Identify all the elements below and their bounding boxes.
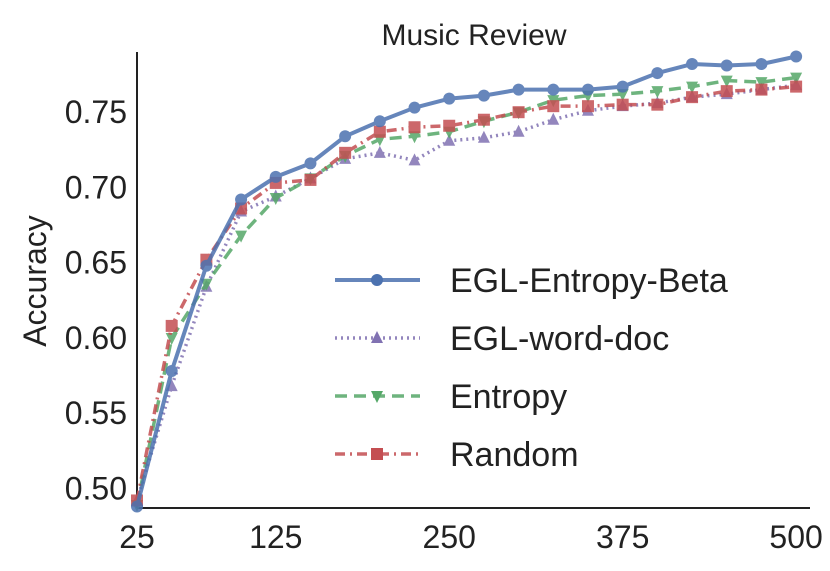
data-point bbox=[269, 192, 282, 205]
data-point bbox=[373, 145, 386, 158]
data-point bbox=[547, 83, 560, 96]
data-point bbox=[443, 119, 456, 132]
data-point bbox=[339, 130, 352, 143]
data-point bbox=[651, 86, 664, 99]
legend-item: EGL-word-doc bbox=[335, 320, 669, 358]
x-tick-label: 125 bbox=[249, 519, 302, 555]
series-group bbox=[131, 50, 803, 513]
data-point bbox=[720, 75, 733, 88]
x-tick-label: 250 bbox=[423, 519, 476, 555]
data-point bbox=[200, 278, 213, 291]
data-point bbox=[339, 146, 352, 159]
plot-area: 0.50 0.55 0.60 0.65 0.70 0.75 25 125 250 375 500 EG… bbox=[65, 50, 823, 555]
data-point bbox=[477, 130, 490, 143]
x-tick-label: 375 bbox=[596, 519, 649, 555]
data-point bbox=[165, 332, 178, 345]
series-line bbox=[135, 75, 797, 506]
data-point bbox=[616, 89, 629, 102]
data-point bbox=[371, 448, 383, 460]
legend-label: Random bbox=[450, 436, 579, 474]
data-point bbox=[616, 98, 629, 111]
data-point bbox=[408, 121, 421, 134]
data-point bbox=[371, 391, 383, 403]
legend-label: EGL-word-doc bbox=[450, 320, 669, 358]
data-point bbox=[547, 100, 560, 113]
data-point bbox=[755, 83, 768, 96]
legend-label: Entropy bbox=[450, 378, 567, 416]
data-point bbox=[408, 153, 421, 166]
data-point bbox=[131, 500, 143, 513]
data-point bbox=[581, 83, 594, 96]
data-point bbox=[235, 193, 248, 206]
data-point bbox=[686, 81, 699, 94]
legend-item: EGL-Entropy-Beta bbox=[335, 262, 728, 300]
y-tick-label: 0.60 bbox=[65, 320, 127, 356]
y-tick-label: 0.50 bbox=[65, 470, 127, 506]
data-point bbox=[477, 113, 490, 126]
data-point bbox=[790, 80, 803, 93]
data-point bbox=[720, 85, 733, 98]
data-point bbox=[686, 58, 699, 71]
data-point bbox=[371, 274, 383, 286]
data-point bbox=[720, 59, 733, 72]
data-point bbox=[373, 115, 386, 128]
data-point bbox=[443, 133, 456, 146]
data-point bbox=[408, 131, 421, 144]
data-point bbox=[790, 50, 803, 63]
data-point bbox=[512, 124, 525, 137]
data-point bbox=[755, 77, 768, 90]
legend-item: Random bbox=[335, 436, 579, 474]
y-tick-label: 0.55 bbox=[65, 395, 127, 431]
chart-title: Music Review bbox=[381, 19, 566, 52]
data-point bbox=[443, 92, 456, 105]
data-point bbox=[269, 170, 282, 183]
data-point bbox=[373, 125, 386, 138]
x-tick-label: 500 bbox=[769, 519, 822, 555]
legend-label: EGL-Entropy-Beta bbox=[450, 262, 728, 300]
data-point bbox=[616, 80, 629, 93]
data-point bbox=[686, 91, 699, 104]
data-point bbox=[200, 259, 213, 272]
legend-item: Entropy bbox=[335, 378, 567, 416]
data-point bbox=[512, 83, 525, 96]
data-point bbox=[235, 230, 248, 243]
data-point bbox=[651, 67, 664, 80]
data-point bbox=[477, 89, 490, 102]
y-axis-label: Accuracy bbox=[17, 215, 53, 347]
x-tick-label: 25 bbox=[119, 519, 155, 555]
data-point bbox=[408, 101, 421, 114]
y-tick-label: 0.65 bbox=[65, 245, 127, 281]
data-point bbox=[755, 58, 768, 71]
data-point bbox=[790, 72, 803, 85]
y-tick-label: 0.70 bbox=[65, 169, 127, 205]
data-point bbox=[371, 331, 383, 343]
data-point bbox=[581, 100, 594, 113]
data-point bbox=[304, 173, 317, 186]
data-point bbox=[512, 106, 525, 119]
data-point bbox=[304, 157, 317, 170]
data-point bbox=[165, 319, 178, 332]
data-point bbox=[547, 112, 560, 125]
y-tick-label: 0.75 bbox=[65, 94, 127, 130]
data-point bbox=[651, 98, 664, 111]
data-point bbox=[165, 365, 178, 378]
